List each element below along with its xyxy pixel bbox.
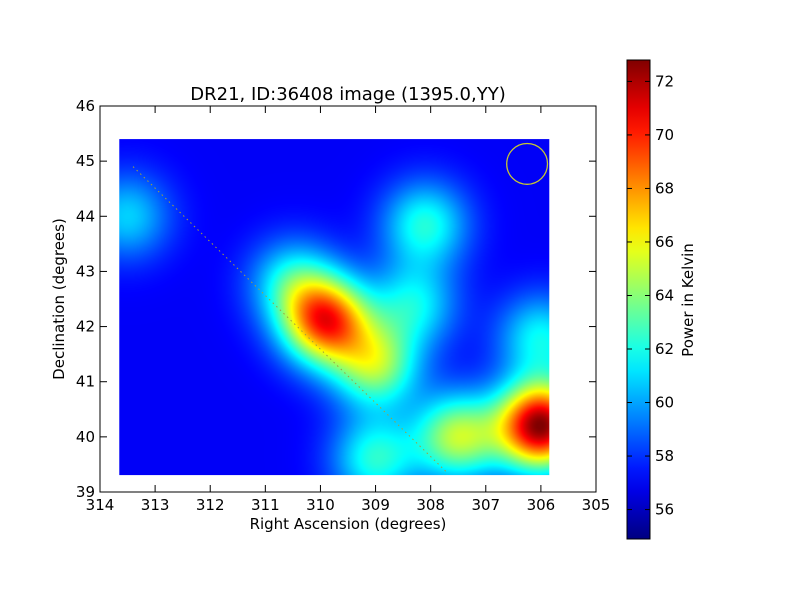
beam-circle xyxy=(506,142,549,185)
x-tick-label: 308 xyxy=(416,496,445,514)
y-tick-label: 45 xyxy=(76,152,95,170)
y-tick-label: 42 xyxy=(76,318,95,336)
x-tick-label: 314 xyxy=(86,496,115,514)
x-tick-label: 313 xyxy=(141,496,170,514)
x-tick-label: 305 xyxy=(582,496,611,514)
colorbar-tick-label: 58 xyxy=(655,447,674,465)
y-tick-label: 43 xyxy=(76,262,95,280)
x-tick-label: 307 xyxy=(471,496,500,514)
y-tick-label: 44 xyxy=(76,207,95,225)
chart-title: DR21, ID:36408 image (1395.0,YY) xyxy=(190,84,505,105)
colorbar-tick-label: 66 xyxy=(655,233,674,251)
colorbar-tick-label: 72 xyxy=(655,72,674,90)
diagonal-line xyxy=(132,166,448,474)
colorbar-tick-label: 70 xyxy=(655,126,674,144)
colorbar-tick-label: 62 xyxy=(655,340,674,358)
x-tick-label: 306 xyxy=(527,496,556,514)
x-axis: 314 313 312 311 310 309 308 307 306 305 xyxy=(86,106,611,514)
plot-frame xyxy=(99,105,597,493)
colorbar-tick-label: 64 xyxy=(655,286,674,304)
x-tick-label: 311 xyxy=(251,496,280,514)
y-tick-label: 41 xyxy=(76,373,95,391)
colorbar-tick-label: 60 xyxy=(655,394,674,412)
x-axis-label: Right Ascension (degrees) xyxy=(250,515,447,533)
heatmap-raster xyxy=(119,139,550,476)
y-tick-label: 46 xyxy=(76,97,95,115)
x-tick-label: 309 xyxy=(361,496,390,514)
x-tick-label: 312 xyxy=(196,496,225,514)
y-tick-label: 40 xyxy=(76,428,95,446)
colorbar xyxy=(626,59,651,540)
colorbar-ticks: 56 58 60 62 64 66 68 70 72 xyxy=(627,72,674,519)
x-tick-label: 310 xyxy=(306,496,335,514)
y-axis-label: Declination (degrees) xyxy=(50,218,68,380)
heatmap-image xyxy=(119,139,550,476)
colorbar-label: Power in Kelvin xyxy=(679,243,697,357)
y-axis: 39 40 41 42 43 44 45 46 xyxy=(76,97,596,501)
colorbar-tick-label: 56 xyxy=(655,501,674,519)
y-tick-label: 39 xyxy=(76,483,95,501)
colorbar-tick-label: 68 xyxy=(655,179,674,197)
